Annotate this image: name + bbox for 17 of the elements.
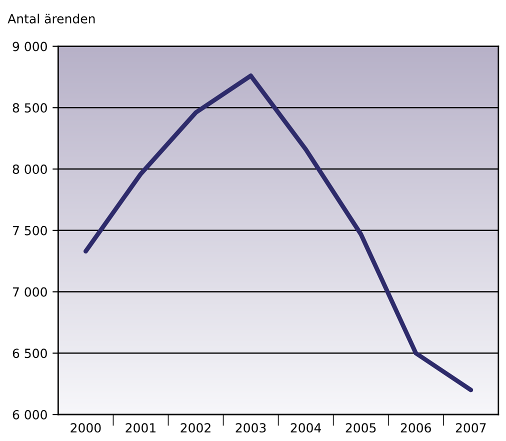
x-tick-label: 2000	[70, 423, 101, 433]
y-tick-label: 6 500	[12, 348, 47, 358]
x-tick-label: 2002	[180, 423, 210, 433]
x-tick-label: 2006	[400, 423, 431, 433]
y-tick-label: 7 500	[13, 226, 47, 236]
x-tick-label: 2001	[126, 423, 156, 433]
x-tick-label: 2007	[456, 423, 486, 433]
y-tick-label: 8 500	[12, 103, 47, 113]
y-tick-label: 7 000	[13, 287, 47, 297]
y-tick-label: 8 000	[12, 164, 47, 174]
y-axis-title: Antal ärenden	[8, 14, 95, 24]
x-tick-label: 2004	[290, 423, 322, 433]
x-tick-label: 2005	[346, 423, 376, 433]
y-tick-label: 6 000	[12, 410, 47, 420]
x-tick-label: 2003	[236, 423, 266, 433]
line-series	[83, 74, 474, 392]
y-tick-label: 9 000	[12, 42, 47, 52]
